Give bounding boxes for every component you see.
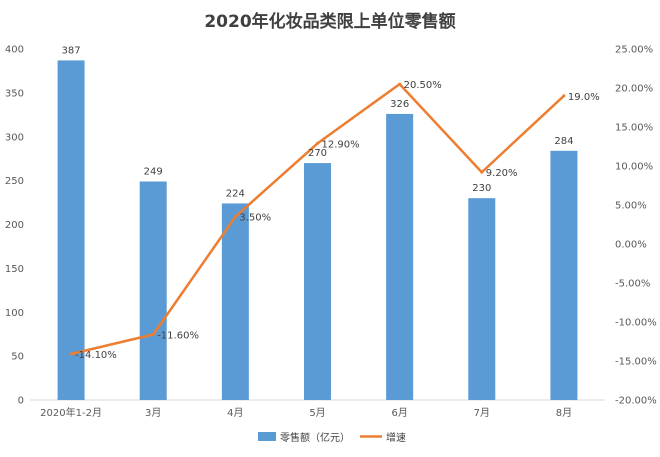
legend-swatch-retail [258, 432, 276, 441]
y-right-tick-label: 0.00% [615, 240, 647, 251]
growth-data-label: -11.60% [157, 330, 199, 341]
growth-point [398, 82, 402, 86]
x-tick-label: 4月 [227, 407, 243, 419]
growth-point [562, 94, 566, 98]
y-right-tick-label: 5.00% [615, 201, 647, 212]
bars [57, 60, 578, 400]
growth-point [316, 141, 319, 145]
y-right-tick-label: -20.00% [615, 396, 657, 407]
data-labels: 387 249 224 270 326 230 284 -14.10% -11.60% 3.50%… [62, 45, 600, 361]
legend-label-growth: 增速 [386, 431, 406, 444]
y-left-tick-label: 300 [5, 132, 24, 143]
x-tick-label: 5月 [309, 407, 325, 419]
bar-data-label: 249 [144, 167, 163, 178]
growth-line [69, 82, 566, 356]
growth-point [480, 170, 484, 174]
growth-data-label: 19.0% [568, 92, 600, 103]
y-right-tick-label: 20.00% [615, 84, 653, 95]
y-right-tick-label: -10.00% [615, 318, 657, 329]
growth-data-label: 20.50% [404, 80, 442, 91]
growth-data-label: 12.90% [322, 139, 360, 150]
x-tick-label: 7月 [474, 407, 490, 419]
y-right-tick-label: 10.00% [615, 162, 653, 173]
x-tick-label: 8月 [556, 407, 572, 419]
bar-data-label: 387 [62, 45, 81, 56]
bar-data-label: 326 [390, 99, 409, 110]
growth-point [233, 215, 237, 219]
bar [57, 60, 85, 400]
growth-data-label: -14.10% [75, 350, 117, 361]
growth-point [151, 332, 155, 336]
y-right-tick-label: -5.00% [615, 279, 650, 290]
y-left-tick-label: 0 [18, 396, 24, 407]
y-right-tick-label: 15.00% [615, 123, 653, 134]
bar [468, 198, 496, 400]
y-right-tick-label: -15.00% [615, 357, 657, 368]
legend: 零售额（亿元） 增速 [258, 431, 406, 444]
bar-data-label: 230 [472, 183, 491, 194]
bar [221, 203, 249, 400]
growth-data-label: 3.50% [239, 213, 271, 224]
growth-data-label: 9.20% [486, 168, 518, 179]
x-tick-label: 2020年1-2月 [40, 406, 102, 419]
bar-data-label: 284 [554, 136, 573, 147]
bar-data-label: 224 [226, 188, 245, 199]
x-tick-label: 3月 [145, 407, 161, 419]
axes: 0 50 100 150 200 250 300 350 400 -20.00% -15.00% -1… [5, 45, 657, 420]
growth-point [69, 352, 73, 356]
y-right-tick-label: 25.00% [615, 45, 653, 56]
y-left-tick-label: 100 [5, 308, 24, 319]
bar-data-label: 270 [308, 148, 327, 159]
y-left-tick-label: 350 [5, 88, 24, 99]
legend-label-retail: 零售额（亿元） [280, 431, 350, 444]
y-left-tick-label: 250 [5, 176, 24, 187]
y-left-tick-label: 50 [11, 352, 24, 363]
bar [386, 113, 414, 400]
y-left-tick-label: 200 [5, 220, 24, 231]
x-tick-label: 6月 [391, 407, 407, 419]
chart-title: 2020年化妆品类限上单位零售额 [204, 11, 455, 32]
bar [139, 181, 167, 400]
y-left-tick-label: 400 [5, 45, 24, 56]
bar [304, 163, 331, 400]
y-left-tick-label: 150 [5, 264, 24, 275]
bar [550, 150, 578, 400]
